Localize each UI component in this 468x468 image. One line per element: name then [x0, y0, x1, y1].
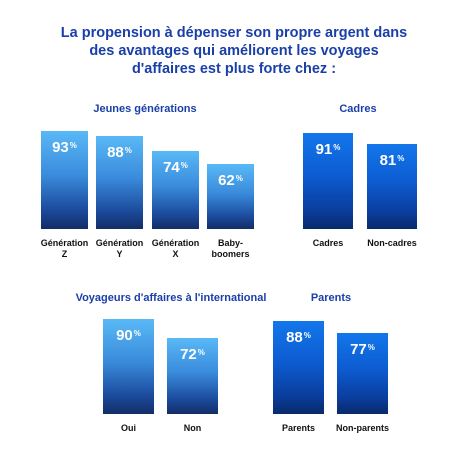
data-label: 72%	[167, 346, 218, 363]
panel-title: Jeunes générations	[93, 103, 197, 115]
panel-title: Cadres	[339, 103, 377, 115]
chart-title-line: d'affaires est plus forte chez :	[131, 61, 337, 77]
data-label-unit: %	[197, 348, 205, 357]
data-label-value: 88	[107, 144, 124, 161]
bar: 74%	[152, 151, 199, 229]
data-label: 88%	[273, 329, 324, 346]
bar: 72%	[167, 338, 218, 414]
chart-title-line: La propension à dépenser son propre arge…	[60, 25, 408, 41]
data-label: 81%	[367, 152, 417, 169]
category-label: Cadres	[312, 238, 344, 248]
data-label-value: 90	[116, 327, 133, 344]
panel-title: Parents	[310, 292, 352, 304]
bar: 93%	[41, 131, 88, 229]
bar: 88%	[273, 321, 324, 414]
data-label-value: 74	[163, 159, 180, 176]
bar: 81%	[367, 144, 417, 229]
data-label-unit: %	[397, 154, 405, 163]
bar: 90%	[103, 319, 154, 414]
chart-title: La propension à dépenser son propre arge…	[0, 24, 468, 78]
data-label: 91%	[303, 141, 353, 158]
bar: 62%	[207, 164, 254, 229]
data-label-unit: %	[180, 161, 188, 170]
data-label: 62%	[207, 172, 254, 189]
data-label: 93%	[41, 139, 88, 156]
category-label: Génération Y	[95, 238, 144, 259]
data-label-value: 81	[379, 152, 397, 169]
category-label: Génération Z	[40, 238, 89, 259]
data-label-unit: %	[124, 146, 132, 155]
category-label: Baby-boomers	[211, 238, 250, 259]
data-label: 77%	[337, 341, 388, 358]
category-label: Non-cadres	[367, 238, 417, 248]
data-label: 88%	[96, 144, 143, 161]
data-label-unit: %	[303, 331, 311, 340]
bar: 88%	[96, 136, 143, 229]
panel-title: Voyageurs d'affaires à l'international	[75, 292, 267, 304]
data-label-unit: %	[133, 329, 141, 338]
data-label-unit: %	[235, 174, 243, 183]
category-label: Génération X	[151, 238, 200, 259]
bar: 91%	[303, 133, 353, 229]
data-label-value: 77	[350, 341, 367, 358]
category-label: Non	[183, 423, 202, 433]
data-label-value: 62	[218, 172, 235, 189]
data-label-value: 93	[52, 139, 69, 156]
data-label-value: 91	[315, 141, 333, 158]
data-label-unit: %	[367, 343, 375, 352]
category-label: Non-parents	[335, 423, 389, 433]
data-label-unit: %	[333, 143, 341, 152]
data-label: 90%	[103, 327, 154, 344]
data-label: 74%	[152, 159, 199, 176]
bar: 77%	[337, 333, 388, 414]
chart-title-line: des avantages qui améliorent les voyages	[89, 43, 379, 59]
category-label: Parents	[281, 423, 316, 433]
data-label-value: 72	[180, 346, 197, 363]
data-label-value: 88	[286, 329, 303, 346]
data-label-unit: %	[69, 141, 77, 150]
category-label: Oui	[121, 423, 136, 433]
